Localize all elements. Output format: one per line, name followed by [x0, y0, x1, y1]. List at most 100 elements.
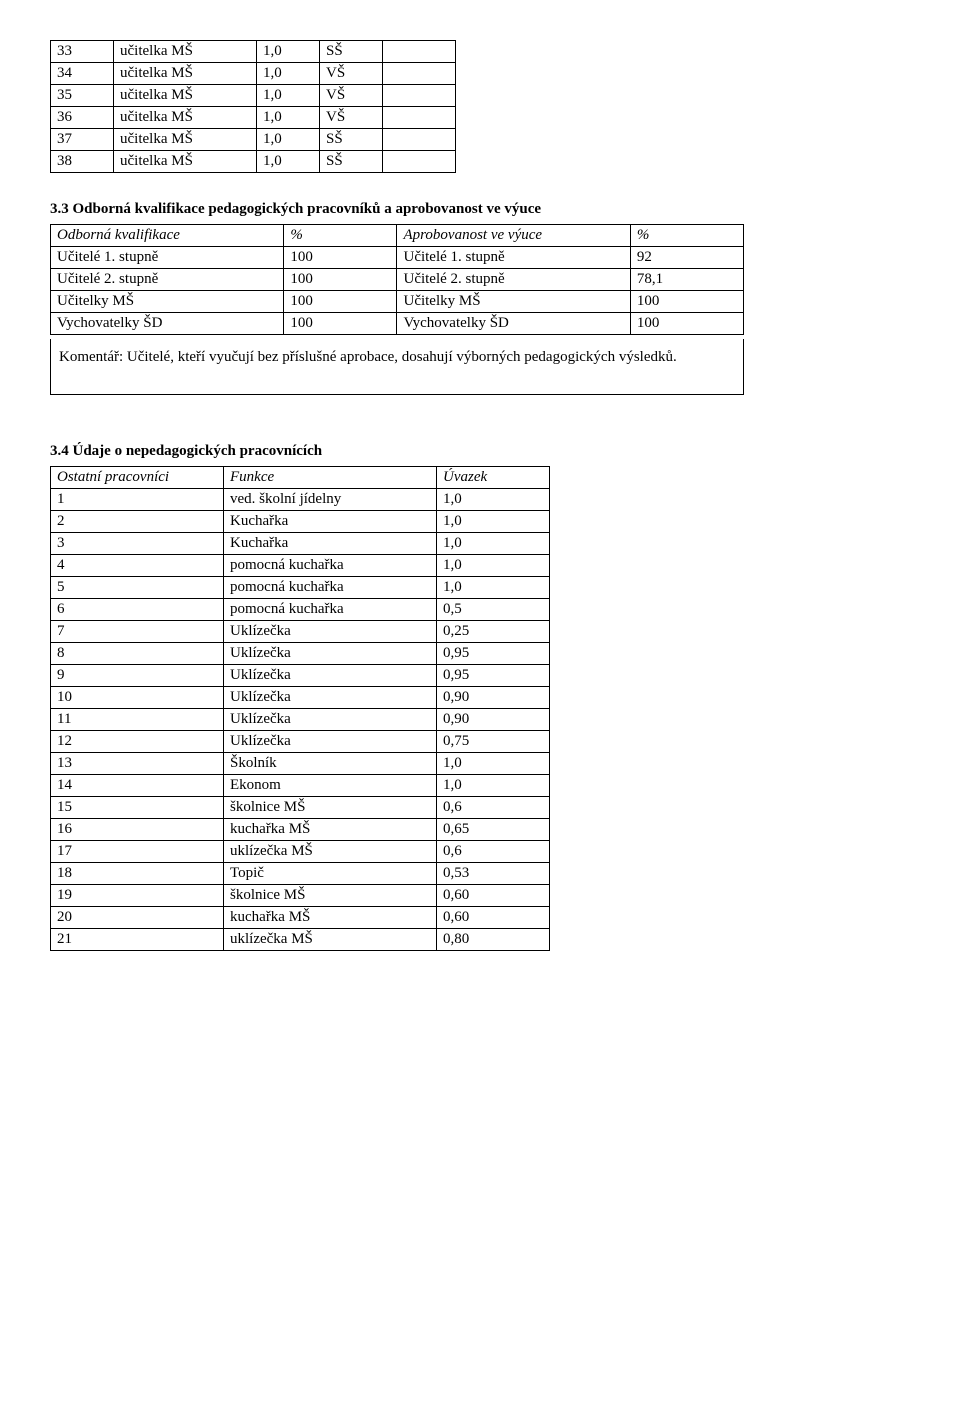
- table-row: 14Ekonom1,0: [51, 775, 550, 797]
- table-cell: 0,95: [437, 643, 550, 665]
- comment-box: Komentář: Učitelé, kteří vyučují bez pří…: [50, 339, 744, 395]
- table-cell: pomocná kuchařka: [224, 555, 437, 577]
- table-cell: 18: [51, 863, 224, 885]
- table-cell: 7: [51, 621, 224, 643]
- table-row: 17uklízečka MŠ0,6: [51, 841, 550, 863]
- table-row: 35učitelka MŠ1,0VŠ: [51, 85, 456, 107]
- table-cell: učitelka MŠ: [114, 85, 257, 107]
- table-cell: uklízečka MŠ: [224, 841, 437, 863]
- table-row: 10Uklízečka0,90: [51, 687, 550, 709]
- table-cell: 0,60: [437, 907, 550, 929]
- table-row: 15školnice MŠ0,6: [51, 797, 550, 819]
- table-cell: SŠ: [320, 41, 383, 63]
- table-row: 2Kuchařka1,0: [51, 511, 550, 533]
- table-cell: [383, 41, 456, 63]
- table-cell: 0,65: [437, 819, 550, 841]
- table-cell: 1,0: [437, 511, 550, 533]
- table-cell: Uklízečka: [224, 621, 437, 643]
- table-cell: Kuchařka: [224, 511, 437, 533]
- table-cell: 20: [51, 907, 224, 929]
- table-cell: 1,0: [257, 85, 320, 107]
- section3-title: 3.4 Údaje o nepedagogických pracovnících: [50, 443, 910, 460]
- qualification-table-body: Odborná kvalifikace%Aprobovanost ve výuc…: [51, 225, 744, 335]
- table-row: 8Uklízečka0,95: [51, 643, 550, 665]
- table-cell: uklízečka MŠ: [224, 929, 437, 951]
- table-cell: 100: [630, 313, 743, 335]
- table-cell: 1,0: [437, 533, 550, 555]
- table-cell: 0,95: [437, 665, 550, 687]
- workers-table-body: Ostatní pracovníciFunkceÚvazek1ved. škol…: [51, 467, 550, 951]
- table-row: Učitelky MŠ100Učitelky MŠ100: [51, 291, 744, 313]
- table-cell: Učitelé 2. stupně: [397, 269, 630, 291]
- table-cell: 1: [51, 489, 224, 511]
- table-cell: Vychovatelky ŠD: [397, 313, 630, 335]
- table-cell: 14: [51, 775, 224, 797]
- table-header-cell: Odborná kvalifikace: [51, 225, 284, 247]
- table-cell: kuchařka MŠ: [224, 819, 437, 841]
- table-cell: Uklízečka: [224, 665, 437, 687]
- table-cell: 0,80: [437, 929, 550, 951]
- table-cell: 10: [51, 687, 224, 709]
- workers-table: Ostatní pracovníciFunkceÚvazek1ved. škol…: [50, 466, 550, 951]
- table-cell: učitelka MŠ: [114, 41, 257, 63]
- table-cell: 11: [51, 709, 224, 731]
- comment-text: Komentář: Učitelé, kteří vyučují bez pří…: [59, 349, 677, 365]
- table-row: 9Uklízečka0,95: [51, 665, 550, 687]
- table-row: 6pomocná kuchařka0,5: [51, 599, 550, 621]
- table-cell: Ekonom: [224, 775, 437, 797]
- table-cell: VŠ: [320, 85, 383, 107]
- table-cell: 0,90: [437, 709, 550, 731]
- table-cell: Učitelky MŠ: [397, 291, 630, 313]
- table-cell: Učitelé 1. stupně: [51, 247, 284, 269]
- table-cell: učitelka MŠ: [114, 63, 257, 85]
- table-cell: 15: [51, 797, 224, 819]
- table-cell: Topič: [224, 863, 437, 885]
- table-cell: školnice MŠ: [224, 885, 437, 907]
- table-cell: kuchařka MŠ: [224, 907, 437, 929]
- table-cell: 92: [630, 247, 743, 269]
- table-cell: 5: [51, 577, 224, 599]
- table-cell: školnice MŠ: [224, 797, 437, 819]
- table-cell: 1,0: [437, 489, 550, 511]
- table-cell: 0,6: [437, 841, 550, 863]
- table-row: 4pomocná kuchařka1,0: [51, 555, 550, 577]
- table-cell: 13: [51, 753, 224, 775]
- table-cell: Učitelé 2. stupně: [51, 269, 284, 291]
- table-cell: 37: [51, 129, 114, 151]
- table-cell: 1,0: [257, 129, 320, 151]
- table-row: 1ved. školní jídelny1,0: [51, 489, 550, 511]
- table-cell: Učitelky MŠ: [51, 291, 284, 313]
- table-row: 19školnice MŠ0,60: [51, 885, 550, 907]
- table-row: 33učitelka MŠ1,0SŠ: [51, 41, 456, 63]
- table-row: Vychovatelky ŠD100Vychovatelky ŠD100: [51, 313, 744, 335]
- table-cell: Uklízečka: [224, 709, 437, 731]
- table-cell: 8: [51, 643, 224, 665]
- table-cell: 38: [51, 151, 114, 173]
- table-row: 36učitelka MŠ1,0VŠ: [51, 107, 456, 129]
- table-cell: 33: [51, 41, 114, 63]
- table-cell: 2: [51, 511, 224, 533]
- table-cell: [383, 107, 456, 129]
- table-row: Učitelé 1. stupně100Učitelé 1. stupně92: [51, 247, 744, 269]
- table-cell: 100: [284, 269, 397, 291]
- table-cell: SŠ: [320, 151, 383, 173]
- teachers-table: 33učitelka MŠ1,0SŠ34učitelka MŠ1,0VŠ35uč…: [50, 40, 456, 173]
- table-cell: 0,90: [437, 687, 550, 709]
- table-cell: 9: [51, 665, 224, 687]
- table-cell: 0,25: [437, 621, 550, 643]
- table-row: 5pomocná kuchařka1,0: [51, 577, 550, 599]
- table-cell: 1,0: [437, 577, 550, 599]
- table-cell: 0,75: [437, 731, 550, 753]
- table-cell: 1,0: [257, 107, 320, 129]
- table-header-cell: %: [630, 225, 743, 247]
- table-cell: 1,0: [437, 555, 550, 577]
- table-cell: 1,0: [257, 41, 320, 63]
- table-cell: 17: [51, 841, 224, 863]
- table-cell: 0,60: [437, 885, 550, 907]
- table-header-row: Odborná kvalifikace%Aprobovanost ve výuc…: [51, 225, 744, 247]
- table-cell: 6: [51, 599, 224, 621]
- table-cell: 100: [284, 313, 397, 335]
- table-row: 21uklízečka MŠ0,80: [51, 929, 550, 951]
- table-cell: 3: [51, 533, 224, 555]
- table-cell: učitelka MŠ: [114, 129, 257, 151]
